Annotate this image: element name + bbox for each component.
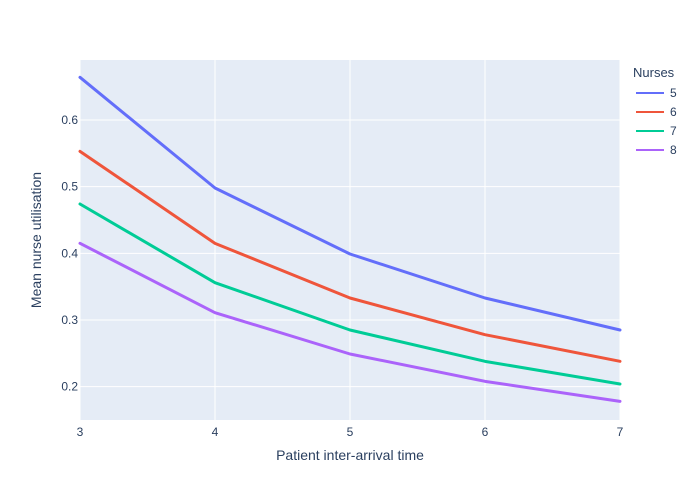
y-axis-title: Mean nurse utilisation (28, 172, 44, 308)
legend-label-8: 8 (670, 143, 677, 157)
series-line-7 (78, 202, 622, 386)
x-axis-title: Patient inter-arrival time (276, 447, 424, 463)
y-tick-label: 0.6 (61, 113, 78, 127)
series-line-6 (78, 149, 622, 363)
x-tick-label: 4 (212, 425, 219, 439)
y-tick-labels: 0.2 0.3 0.4 0.5 0.6 (61, 113, 78, 394)
y-tick-label: 0.4 (61, 246, 78, 260)
legend-label-6: 6 (670, 105, 677, 119)
legend-label-5: 5 (670, 86, 677, 100)
series-line-8 (78, 241, 622, 403)
x-tick-label: 5 (347, 425, 354, 439)
y-tick-label: 0.2 (61, 380, 78, 394)
legend: Nurses 5 6 7 8 (633, 65, 677, 157)
y-tick-label: 0.3 (61, 313, 78, 327)
grid-lines (79, 60, 621, 420)
x-tick-label: 7 (617, 425, 624, 439)
series-lines (78, 75, 622, 403)
series-line-5 (78, 75, 622, 332)
legend-title: Nurses (633, 65, 675, 80)
x-tick-label: 3 (77, 425, 84, 439)
y-tick-label: 0.5 (61, 180, 78, 194)
legend-label-7: 7 (670, 124, 677, 138)
x-tick-labels: 3 4 5 6 7 (77, 425, 624, 439)
x-tick-label: 6 (482, 425, 489, 439)
